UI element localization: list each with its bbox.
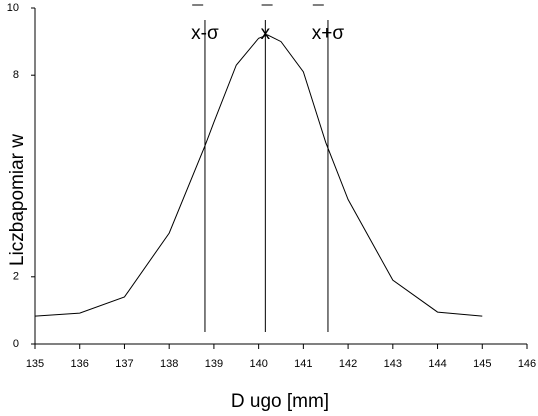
- x-tick-label: 145: [473, 358, 491, 370]
- x-tick-label: 143: [384, 358, 402, 370]
- y-tick-label: 0: [13, 338, 19, 350]
- x-tick-label: 137: [115, 358, 133, 370]
- x-tick-label: 136: [71, 358, 89, 370]
- x-tick-label: 139: [205, 358, 223, 370]
- annotation: x-σ: [191, 23, 219, 44]
- x-tick-label: 144: [428, 358, 446, 370]
- x-axis-label: D ugo [mm]: [231, 391, 329, 412]
- y-tick-label: 2: [13, 271, 19, 283]
- x-tick-label: 142: [339, 358, 357, 370]
- y-tick-label: 10: [7, 2, 19, 14]
- x-tick-label: 135: [26, 358, 44, 370]
- x-tick-label: 140: [249, 358, 267, 370]
- curve: [34, 34, 483, 317]
- annotation: x+σ: [312, 23, 345, 44]
- y-tick-label: 8: [13, 69, 19, 81]
- x-tick-label: 141: [294, 358, 312, 370]
- y-axis-label: Liczbapomiar w: [7, 134, 28, 266]
- x-tick-label: 138: [160, 358, 178, 370]
- annotation: x: [261, 23, 271, 44]
- x-tick-label: 146: [518, 358, 536, 370]
